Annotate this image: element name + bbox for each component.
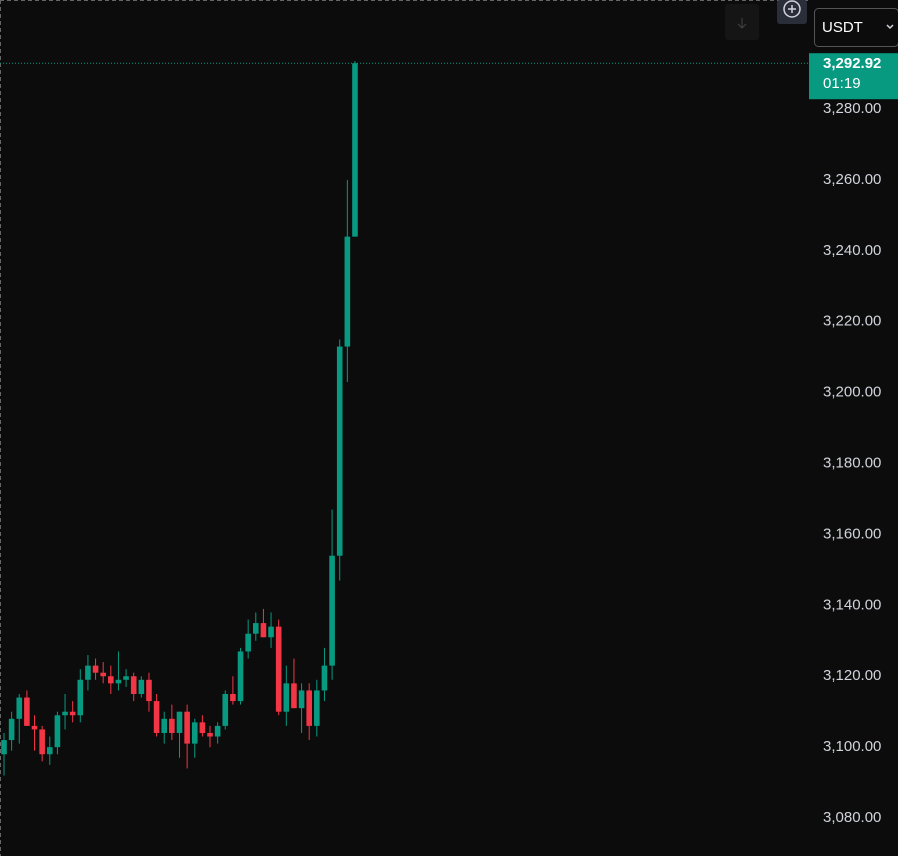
candle-body xyxy=(8,718,15,741)
plot-area xyxy=(0,61,809,776)
candle-body xyxy=(153,701,160,733)
candle-body xyxy=(54,715,61,748)
candle-body xyxy=(1,740,7,755)
candle-body xyxy=(191,722,198,744)
candle-body xyxy=(214,725,221,737)
countdown-label: 01:19 xyxy=(823,75,861,92)
add-icon-plus xyxy=(788,5,796,13)
y-tick-label: 3,260.00 xyxy=(823,171,881,188)
candle-body xyxy=(77,679,84,716)
add-icon xyxy=(783,0,801,18)
candle-body xyxy=(329,555,335,666)
candle-body xyxy=(31,725,38,730)
candle-body xyxy=(275,626,282,712)
candle-body xyxy=(169,718,175,733)
y-tick-label: 3,280.00 xyxy=(823,100,881,117)
candle-body xyxy=(268,626,274,638)
candle-body xyxy=(138,679,145,694)
candle-body xyxy=(92,665,99,673)
candle-body xyxy=(146,679,152,702)
y-tick-label: 3,240.00 xyxy=(823,242,881,259)
y-tick-label: 3,080.00 xyxy=(823,809,881,826)
candle-body xyxy=(108,676,114,684)
candle-body xyxy=(161,718,168,733)
candle-body xyxy=(245,633,251,652)
candle-body xyxy=(336,346,343,556)
price-axis: 3,080.00 3,100.00 3,120.00 3,140.00 3,160.00… xyxy=(809,53,898,826)
candle-body xyxy=(207,732,213,737)
y-tick-label: 3,220.00 xyxy=(823,313,881,330)
candle-body xyxy=(130,676,137,694)
candle-body xyxy=(184,711,190,744)
candle-body xyxy=(314,690,320,726)
currency-label: USDT xyxy=(822,19,863,36)
download-icon xyxy=(737,18,747,29)
candle-body xyxy=(344,236,351,347)
candle-body xyxy=(298,690,305,709)
candle-body xyxy=(39,729,45,755)
y-tick-label: 3,140.00 xyxy=(823,596,881,613)
currency-dropdown[interactable] xyxy=(814,8,898,47)
candle-body xyxy=(199,722,206,733)
last-price-label: 3,292.92 xyxy=(823,55,881,72)
candle-body xyxy=(237,651,244,702)
candle-body xyxy=(260,623,267,638)
y-tick-label: 3,160.00 xyxy=(823,525,881,542)
candle-body xyxy=(321,665,328,691)
candle-body xyxy=(62,711,68,716)
candle-body xyxy=(230,693,236,702)
candle-body xyxy=(46,747,53,755)
candle-body xyxy=(176,711,183,733)
candle-body xyxy=(24,697,30,726)
candle-body xyxy=(222,693,229,726)
candle-body xyxy=(69,711,76,716)
candle-body xyxy=(283,683,290,712)
candle-body xyxy=(115,679,122,684)
dropdown-arrow xyxy=(886,24,894,30)
y-tick-label: 3,200.00 xyxy=(823,384,881,401)
candle-body xyxy=(352,63,358,237)
y-tick-label: 3,120.00 xyxy=(823,667,881,684)
candle-body xyxy=(16,697,23,719)
y-tick-label: 3,100.00 xyxy=(823,738,881,755)
candle-body xyxy=(85,665,91,680)
candle-body xyxy=(123,676,129,680)
last-price-box xyxy=(809,53,898,100)
candle-body xyxy=(306,690,312,726)
candle-body xyxy=(100,672,106,677)
y-tick-label: 3,180.00 xyxy=(823,455,881,472)
candle-body xyxy=(291,683,297,709)
candle-body xyxy=(252,623,259,634)
